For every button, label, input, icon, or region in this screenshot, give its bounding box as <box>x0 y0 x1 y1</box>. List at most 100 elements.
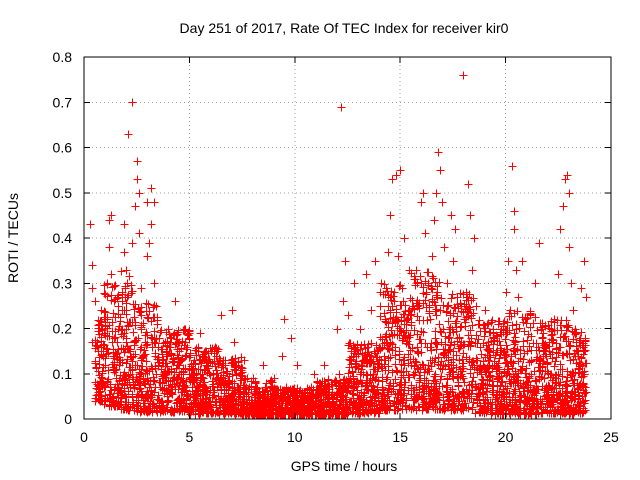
data-point <box>531 279 540 288</box>
data-point <box>280 315 289 324</box>
data-point <box>222 395 231 404</box>
data-point <box>469 294 478 303</box>
data-point <box>231 366 240 375</box>
data-point <box>138 353 147 362</box>
data-point <box>155 334 164 343</box>
data-point <box>178 407 187 416</box>
data-point <box>375 355 384 364</box>
data-point <box>153 395 162 404</box>
data-point <box>225 377 234 386</box>
data-point <box>320 361 329 370</box>
data-point <box>383 373 392 382</box>
data-point <box>103 292 112 301</box>
data-point <box>563 171 572 180</box>
data-point <box>116 313 125 322</box>
data-point <box>104 349 113 358</box>
data-point <box>316 390 325 399</box>
data-point <box>289 398 298 407</box>
data-point <box>101 308 110 317</box>
data-point <box>150 279 159 288</box>
data-point <box>344 311 353 320</box>
data-point <box>388 175 397 184</box>
data-point <box>104 375 113 384</box>
data-point <box>361 406 370 415</box>
data-point <box>352 378 361 387</box>
data-point <box>183 330 192 339</box>
data-point <box>125 272 134 281</box>
data-point <box>120 220 129 229</box>
data-point <box>227 403 236 412</box>
data-point <box>136 308 145 317</box>
data-point <box>128 239 137 248</box>
y-tick-label: 0 <box>64 411 72 427</box>
data-point <box>114 393 123 402</box>
data-point <box>193 389 202 398</box>
data-point <box>569 306 578 315</box>
data-point <box>122 338 131 347</box>
data-point <box>406 294 415 303</box>
data-point <box>164 396 173 405</box>
data-point <box>509 346 518 355</box>
data-point <box>386 353 395 362</box>
data-point <box>444 317 453 326</box>
data-point <box>212 375 221 384</box>
data-point <box>266 386 275 395</box>
data-point <box>240 407 249 416</box>
data-point <box>167 350 176 359</box>
data-point <box>128 366 137 375</box>
data-point <box>132 336 141 345</box>
data-point <box>518 257 527 266</box>
data-point <box>357 361 366 370</box>
data-point <box>100 341 109 350</box>
data-point <box>143 408 152 417</box>
data-point <box>350 279 359 288</box>
data-point <box>228 306 237 315</box>
data-point <box>367 339 376 348</box>
data-point <box>145 407 154 416</box>
data-point <box>335 379 344 388</box>
data-point <box>337 103 346 112</box>
data-point <box>554 349 563 358</box>
data-point <box>150 376 159 385</box>
chart-title: Day 251 of 2017, Rate Of TEC Index for r… <box>180 20 509 36</box>
data-point <box>127 281 136 290</box>
data-point <box>433 340 442 349</box>
data-point <box>321 381 330 390</box>
data-point <box>101 331 110 340</box>
data-point <box>171 297 180 306</box>
data-point <box>152 370 161 379</box>
data-point <box>440 243 449 252</box>
data-point <box>143 252 152 261</box>
data-point <box>366 370 375 379</box>
data-point <box>519 337 528 346</box>
data-point <box>429 274 438 283</box>
data-point <box>180 381 189 390</box>
data-point <box>92 363 101 372</box>
data-point <box>124 322 133 331</box>
y-tick-label: 0.3 <box>53 275 73 291</box>
data-point <box>105 401 114 410</box>
data-point <box>351 401 360 410</box>
data-points <box>86 71 591 419</box>
data-point <box>431 339 440 348</box>
data-point <box>328 410 337 419</box>
data-point <box>308 390 317 399</box>
data-point <box>130 305 139 314</box>
data-point <box>117 326 126 335</box>
data-point <box>91 378 100 387</box>
data-point <box>238 397 247 406</box>
data-point <box>137 284 146 293</box>
data-point <box>119 405 128 414</box>
data-point <box>142 307 151 316</box>
data-point <box>137 393 146 402</box>
data-point <box>406 346 415 355</box>
data-point <box>222 367 231 376</box>
data-point <box>125 378 134 387</box>
data-point <box>327 380 336 389</box>
data-point <box>147 184 156 193</box>
data-point <box>192 351 201 360</box>
data-point <box>141 338 150 347</box>
data-point <box>391 375 400 384</box>
data-point <box>108 283 117 292</box>
data-point <box>128 98 137 107</box>
